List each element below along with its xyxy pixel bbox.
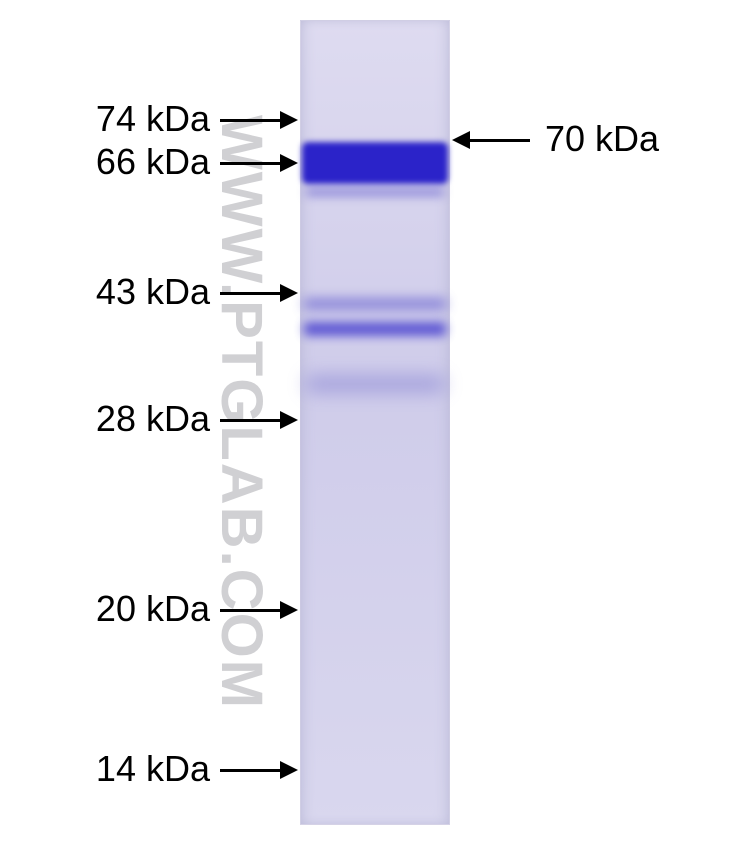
marker-arrow [220,761,298,779]
ladder-marker-label: 43 kDa [96,271,210,313]
marker-arrow [220,601,298,619]
target-band-label: 70 kDa [545,118,659,160]
gel-band [306,188,444,196]
gel-image: WWW.PTGLAB.COM74 kDa66 kDa43 kDa28 kDa20… [0,0,740,845]
gel-band [304,322,446,336]
gel-lane [300,20,450,825]
target-arrow [452,131,530,149]
ladder-marker-label: 14 kDa [96,748,210,790]
gel-band [304,299,446,309]
ladder-marker-label: 28 kDa [96,398,210,440]
gel-band [306,376,444,392]
gel-band [302,142,448,184]
marker-arrow [220,284,298,302]
marker-arrow [220,154,298,172]
ladder-marker-label: 74 kDa [96,98,210,140]
ladder-marker-label: 66 kDa [96,141,210,183]
ladder-marker-label: 20 kDa [96,588,210,630]
marker-arrow [220,111,298,129]
marker-arrow [220,411,298,429]
